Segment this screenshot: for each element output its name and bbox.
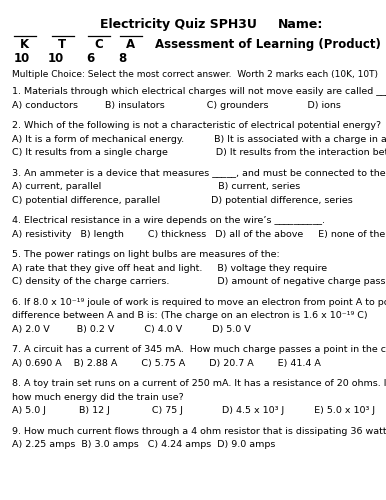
Text: 4. Electrical resistance in a wire depends on the wire’s __________.: 4. Electrical resistance in a wire depen… bbox=[12, 216, 325, 225]
Text: C) It results from a single charge                D) It results from the interac: C) It results from a single charge D) It… bbox=[12, 148, 386, 157]
Text: C) potential difference, parallel                 D) potential difference, serie: C) potential difference, parallel D) pot… bbox=[12, 196, 353, 204]
Text: 1. Materials through which electrical charges will not move easily are called __: 1. Materials through which electrical ch… bbox=[12, 87, 386, 96]
Text: 5. The power ratings on light bulbs are measures of the:: 5. The power ratings on light bulbs are … bbox=[12, 250, 280, 259]
Text: 2. Which of the following is not a characteristic of electrical potential energy: 2. Which of the following is not a chara… bbox=[12, 121, 381, 130]
Text: Multiple Choice: Select the most correct answer.  Worth 2 marks each (10K, 10T): Multiple Choice: Select the most correct… bbox=[12, 70, 378, 79]
Text: A) 0.690 A    B) 2.88 A        C) 5.75 A        D) 20.7 A        E) 41.4 A: A) 0.690 A B) 2.88 A C) 5.75 A D) 20.7 A… bbox=[12, 358, 321, 368]
Text: 10: 10 bbox=[48, 52, 64, 65]
Text: C: C bbox=[94, 38, 103, 51]
Text: 8. A toy train set runs on a current of 250 mA. It has a resistance of 20 ohms. : 8. A toy train set runs on a current of … bbox=[12, 379, 386, 388]
Text: A) resistivity   B) length        C) thickness   D) all of the above     E) none: A) resistivity B) length C) thickness D)… bbox=[12, 230, 386, 238]
Text: how much energy did the train use?: how much energy did the train use? bbox=[12, 392, 184, 402]
Text: A) 2.25 amps  B) 3.0 amps   C) 4.24 amps  D) 9.0 amps: A) 2.25 amps B) 3.0 amps C) 4.24 amps D)… bbox=[12, 440, 275, 449]
Text: Electricity Quiz SPH3U: Electricity Quiz SPH3U bbox=[100, 18, 257, 31]
Text: A) rate that they give off heat and light.     B) voltage they require: A) rate that they give off heat and ligh… bbox=[12, 264, 327, 272]
Text: A: A bbox=[126, 38, 135, 51]
Text: C) density of the charge carriers.                D) amount of negative charge p: C) density of the charge carriers. D) am… bbox=[12, 277, 386, 286]
Text: A) current, parallel                                       B) current, series: A) current, parallel B) current, series bbox=[12, 182, 300, 191]
Text: T: T bbox=[58, 38, 66, 51]
Text: difference between A and B is: (The charge on an electron is 1.6 x 10⁻¹⁹ C): difference between A and B is: (The char… bbox=[12, 311, 367, 320]
Text: A) 5.0 J           B) 12 J              C) 75 J             D) 4.5 x 10³ J      : A) 5.0 J B) 12 J C) 75 J D) 4.5 x 10³ J bbox=[12, 406, 375, 415]
Text: Name:: Name: bbox=[278, 18, 323, 31]
Text: 9. How much current flows through a 4 ohm resistor that is dissipating 36 watts : 9. How much current flows through a 4 oh… bbox=[12, 426, 386, 436]
Text: Assessment of Learning (Product): Assessment of Learning (Product) bbox=[155, 38, 381, 51]
Text: A) 2.0 V         B) 0.2 V          C) 4.0 V          D) 5.0 V: A) 2.0 V B) 0.2 V C) 4.0 V D) 5.0 V bbox=[12, 324, 251, 334]
Text: 6. If 8.0 x 10⁻¹⁹ joule of work is required to move an electron from point A to : 6. If 8.0 x 10⁻¹⁹ joule of work is requi… bbox=[12, 298, 386, 306]
Text: 10: 10 bbox=[14, 52, 30, 65]
Text: 6: 6 bbox=[86, 52, 94, 65]
Text: A) conductors         B) insulators              C) grounders             D) ion: A) conductors B) insulators C) grounders… bbox=[12, 100, 341, 110]
Text: A) It is a form of mechanical energy.          B) It is associated with a charge: A) It is a form of mechanical energy. B)… bbox=[12, 134, 386, 143]
Text: 7. A circuit has a current of 345 mA.  How much charge passes a point in the cir: 7. A circuit has a current of 345 mA. Ho… bbox=[12, 345, 386, 354]
Text: K: K bbox=[20, 38, 29, 51]
Text: 3. An ammeter is a device that measures _____, and must be connected to the circ: 3. An ammeter is a device that measures … bbox=[12, 168, 386, 177]
Text: 8: 8 bbox=[118, 52, 126, 65]
